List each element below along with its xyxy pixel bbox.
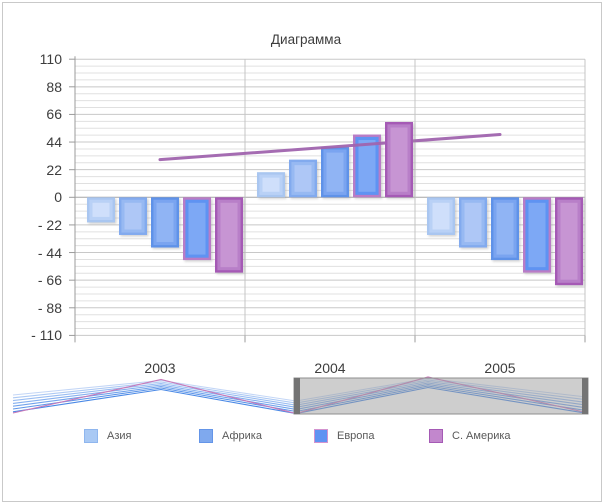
navigator-left-handle[interactable] <box>294 378 300 414</box>
bar-inner-highlight <box>124 202 142 230</box>
legend-swatch-africa <box>199 429 213 443</box>
legend-label: Европа <box>337 430 375 442</box>
y-axis-label: 22 <box>46 162 62 178</box>
bar-series-0 <box>86 172 456 235</box>
y-axis-label: 0 <box>54 189 62 205</box>
x-axis-label-2003: 2003 <box>144 360 176 376</box>
bar-series-4 <box>214 121 584 286</box>
x-axis-label-2005: 2005 <box>484 360 516 376</box>
bar-inner-highlight <box>432 202 450 230</box>
trend-line[interactable] <box>158 133 502 162</box>
value-axis <box>69 56 586 343</box>
legend-label: Азия <box>107 430 132 442</box>
bar-series-3 <box>182 134 552 273</box>
bar-inner-highlight <box>92 202 110 217</box>
legend-swatch-n-america <box>429 429 443 443</box>
y-axis-label: - 110 <box>31 327 62 343</box>
legend-swatch-asia <box>84 429 98 443</box>
chart-title: Диаграмма <box>270 32 342 47</box>
bar-inner-highlight <box>220 202 238 268</box>
legend-item-n-america[interactable]: С. Америка <box>429 429 511 443</box>
bar-series-1 <box>118 159 488 248</box>
bar-inner-highlight <box>464 202 482 243</box>
bar-inner-highlight <box>188 202 206 255</box>
legend-label: Африка <box>222 430 262 442</box>
bar-inner-highlight <box>528 202 546 268</box>
legend-swatch-europe <box>314 429 328 443</box>
y-axis-label: - 22 <box>37 217 62 233</box>
y-axis-label: 66 <box>46 106 62 122</box>
legend-item-africa[interactable]: Африка <box>199 429 262 443</box>
bar-inner-highlight <box>496 202 514 255</box>
bar-series-2 <box>150 147 520 261</box>
bar-inner-highlight <box>294 165 312 192</box>
y-axis-label: - 44 <box>37 245 62 261</box>
y-axis-label: - 88 <box>37 300 62 316</box>
x-axis-label-2004: 2004 <box>314 360 346 376</box>
bar-inner-highlight <box>560 202 578 280</box>
navigator-selection[interactable] <box>293 377 589 415</box>
y-axis-label: - 66 <box>37 272 62 288</box>
bar-inner-highlight <box>156 202 174 243</box>
bar-inner-highlight <box>358 140 376 192</box>
legend-item-asia[interactable]: Азия <box>84 429 131 443</box>
bar-inner-highlight <box>326 152 344 192</box>
legend-label: С. Америка <box>452 430 511 442</box>
y-axis-label: 44 <box>46 134 62 150</box>
range-navigator <box>12 376 589 415</box>
legend-item-europe[interactable]: Европа <box>314 429 375 443</box>
navigator-right-handle[interactable] <box>582 378 588 414</box>
y-axis-label: 88 <box>46 79 62 95</box>
y-axis-label: 110 <box>39 51 62 67</box>
bar-inner-highlight <box>262 177 280 192</box>
bar-inner-highlight <box>390 127 408 192</box>
